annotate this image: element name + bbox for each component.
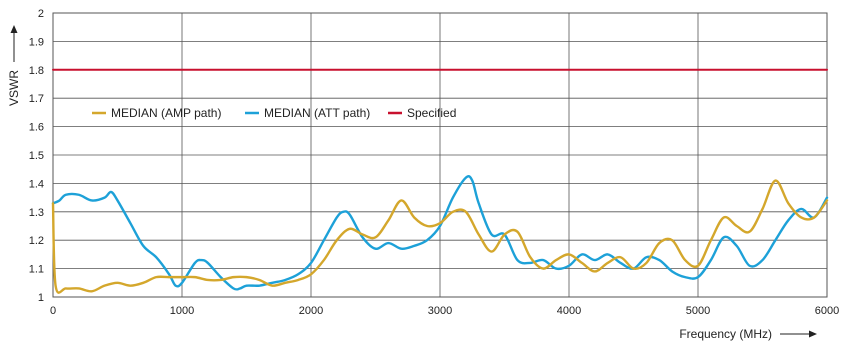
- grid: [52, 12, 828, 298]
- x-axis-arrow-icon: [809, 330, 817, 338]
- series-layer: [51, 68, 829, 294]
- y-tick-label: 1.1: [29, 264, 44, 276]
- x-tick-label: 6000: [815, 305, 839, 317]
- y-tick-label: 1.9: [29, 36, 44, 48]
- series-line-att-path: [51, 175, 829, 291]
- y-tick-label: 1.3: [29, 207, 44, 219]
- x-tick-label: 2000: [299, 305, 323, 317]
- y-tick-label: 1.4: [29, 178, 44, 190]
- plot-frame: [52, 12, 828, 298]
- x-axis-title: Frequency (MHz): [679, 327, 817, 341]
- y-axis-arrow-icon: [10, 25, 18, 33]
- legend-label-specified: Specified: [407, 106, 456, 120]
- y-axis-label: VSWR: [7, 70, 21, 106]
- tick-labels: 1 1.1 1.2 1.3 1.4 1.5 1.6 1.7 1.8 1.9 2 0 1000 2000 30…: [29, 8, 840, 317]
- x-axis-label: Frequency (MHz): [679, 327, 772, 341]
- x-tick-label: 1000: [170, 305, 194, 317]
- y-tick-label: 1.7: [29, 93, 44, 105]
- y-tick-label: 1.2: [29, 235, 44, 247]
- y-tick-label: 1.5: [29, 150, 44, 162]
- series-line-amp-path: [51, 179, 829, 294]
- x-tick-label: 5000: [686, 305, 710, 317]
- legend-label-amp: MEDIAN (AMP path): [111, 106, 221, 120]
- y-tick-label: 1.6: [29, 122, 44, 134]
- x-tick-label: 0: [50, 305, 56, 317]
- x-tick-label: 3000: [428, 305, 452, 317]
- y-tick-label: 1: [38, 292, 44, 304]
- legend: MEDIAN (AMP path) MEDIAN (ATT path) Spec…: [92, 106, 456, 120]
- y-axis-title: VSWR: [7, 25, 21, 106]
- y-tick-label: 1.8: [29, 65, 44, 77]
- x-tick-label: 4000: [557, 305, 581, 317]
- y-tick-label: 2: [38, 8, 44, 20]
- legend-label-att: MEDIAN (ATT path): [264, 106, 370, 120]
